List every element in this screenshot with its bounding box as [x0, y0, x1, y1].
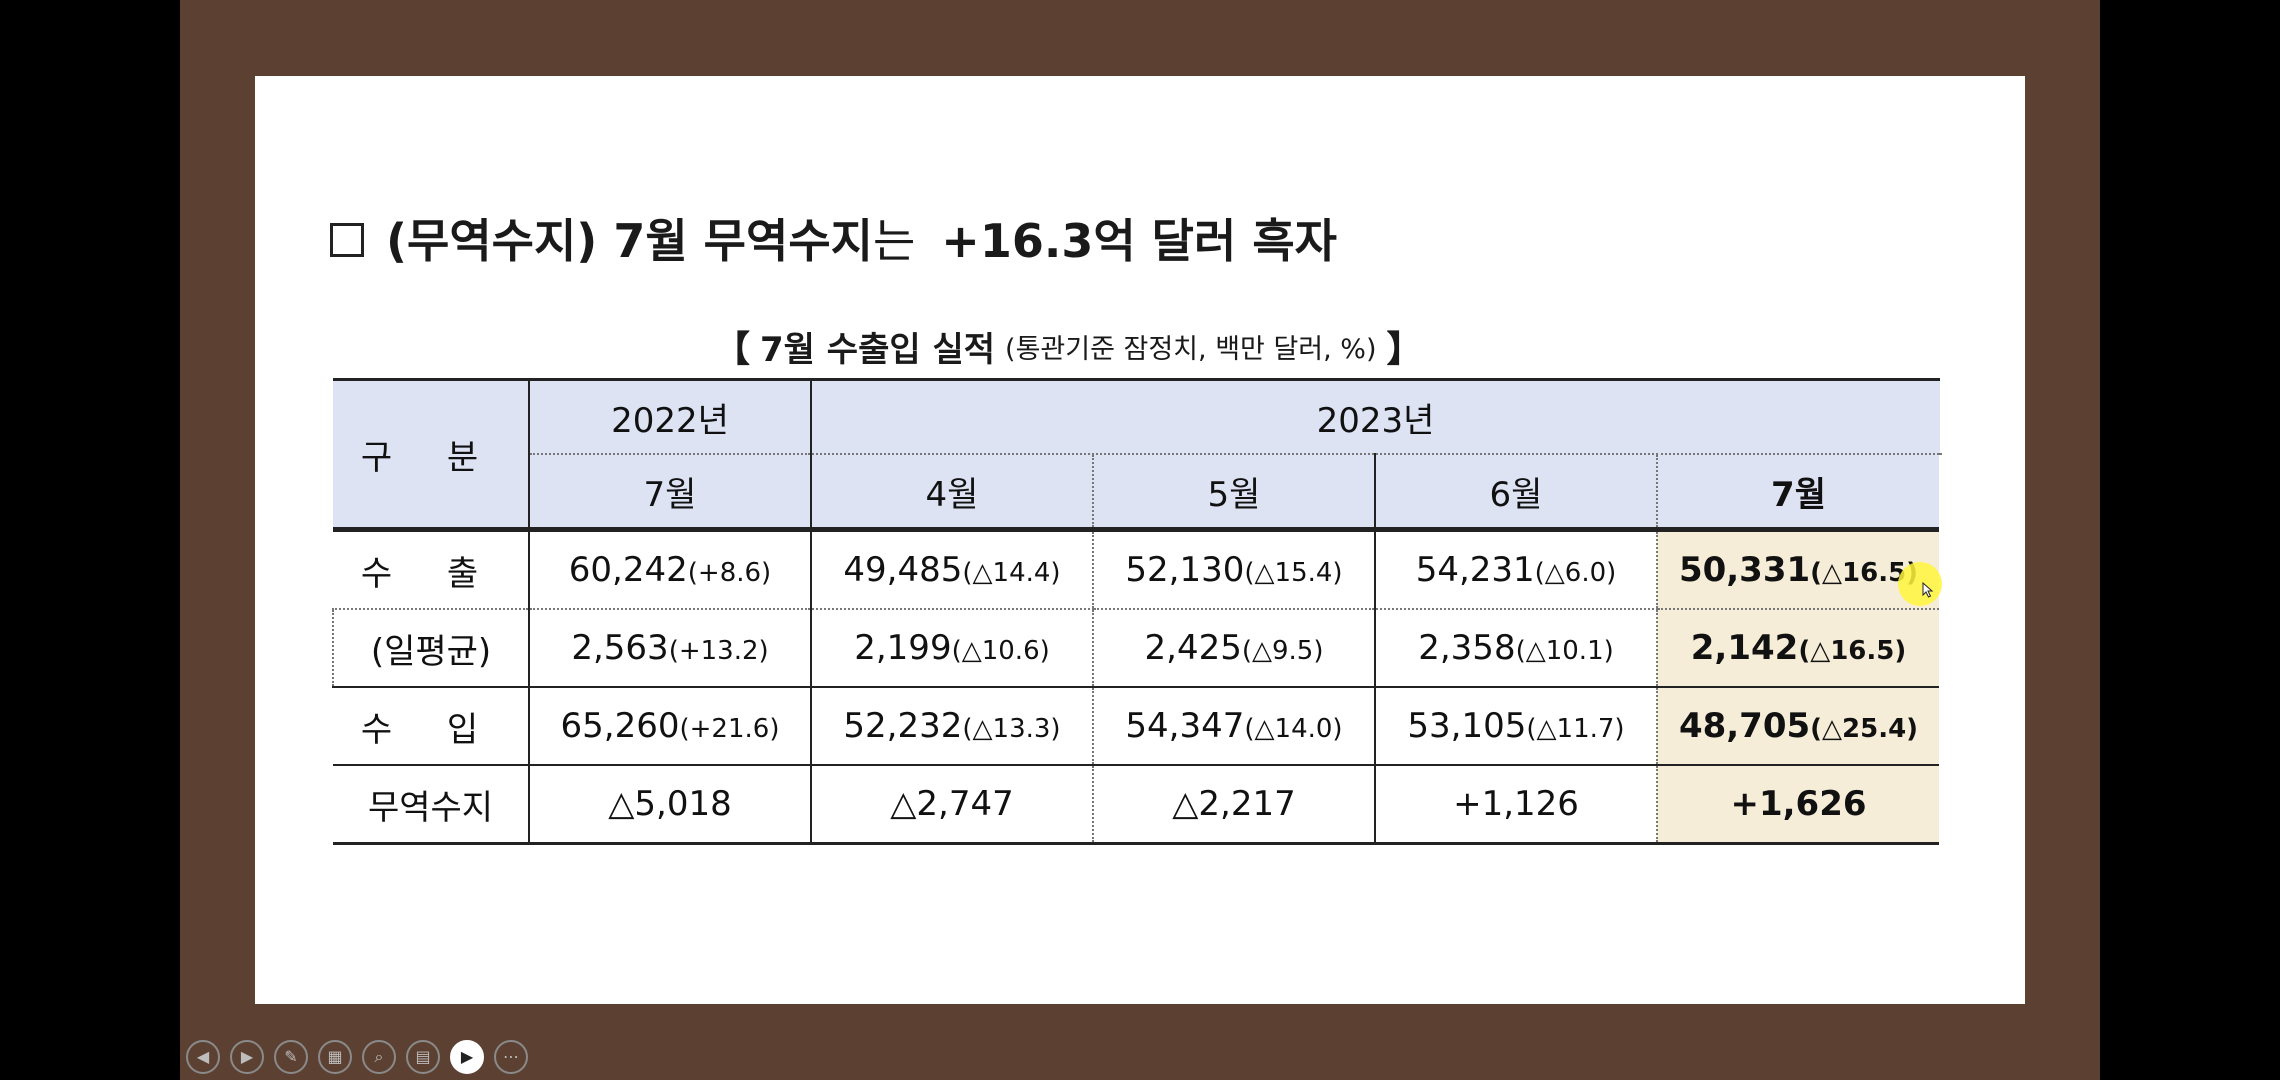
row-label-daily-avg: (일평균) — [332, 609, 529, 688]
year-header-2023-filler — [1939, 378, 1940, 455]
month-header-2023-jul: 7월 — [1656, 454, 1939, 532]
month-header-may: 5월 — [1092, 454, 1375, 532]
slide-headline: (무역수지) 7월 무역수지 는 +16.3억 달러 흑자 — [330, 208, 1337, 268]
table-cell: △5,018 — [528, 765, 811, 845]
pen-icon[interactable]: ✎ — [274, 1040, 308, 1074]
table-cell-highlight: +1,626 — [1656, 765, 1939, 845]
pointer-highlight — [1898, 562, 1942, 606]
table-cell: △2,747 — [810, 765, 1093, 845]
caption-close-bracket: 】 — [1386, 329, 1423, 370]
table-cell: 2,199(△10.6) — [810, 609, 1093, 688]
month-header-apr: 4월 — [810, 454, 1093, 532]
headline-tail: +16.3억 달러 흑자 — [941, 214, 1337, 268]
mouse-pointer-icon — [1922, 582, 1934, 598]
table-cell: 2,358(△10.1) — [1374, 609, 1657, 688]
slides-grid-icon[interactable]: ▦ — [318, 1040, 352, 1074]
table-cell: +1,126 — [1374, 765, 1657, 845]
table-cell: 52,130(△15.4) — [1092, 529, 1375, 610]
table-cell: 60,242(+8.6) — [528, 529, 811, 610]
table-cell: 52,232(△13.3) — [810, 687, 1093, 766]
table-cell: △2,217 — [1092, 765, 1375, 845]
row-label-import: 수 입 — [333, 687, 529, 766]
more-icon[interactable]: ⋯ — [494, 1040, 528, 1074]
table-cell: 49,485(△14.4) — [810, 529, 1093, 610]
table-corner-header: 구 분 — [333, 378, 529, 532]
month-header-2022-jul: 7월 — [528, 454, 811, 532]
month-header-jun: 6월 — [1374, 454, 1657, 532]
headline-particle: 는 — [872, 214, 916, 268]
caption-open-bracket: 【 — [714, 329, 751, 370]
slideshow-toolbar: ◀ ▶ ✎ ▦ ⌕ ▤ ▶ ⋯ — [186, 1040, 528, 1074]
next-icon[interactable]: ▶ — [230, 1040, 264, 1074]
row-label-export: 수 출 — [333, 529, 529, 610]
caption-note: (통관기준 잠정치, 백만 달러, %) — [1005, 333, 1377, 365]
row-label-trade-balance: 무역수지 — [333, 765, 529, 845]
table-cell: 54,347(△14.0) — [1092, 687, 1375, 766]
table-cell: 53,105(△11.7) — [1374, 687, 1657, 766]
caption-title: 7월 수출입 실적 — [760, 329, 996, 370]
table-cell-highlight: 48,705(△25.4) — [1656, 687, 1939, 766]
corner-label: 구 분 — [360, 437, 501, 478]
table-cell-highlight: 2,142(△16.5) — [1656, 609, 1939, 688]
trade-table: 구 분 2022년 2023년 7월 4월 5월 6월 7월 수 출 60,24… — [332, 378, 1940, 845]
checkbox-bullet-icon — [330, 223, 364, 257]
table-cell: 2,425(△9.5) — [1092, 609, 1375, 688]
year-header-2022: 2022년 — [528, 378, 811, 455]
headline-bold: (무역수지) 7월 무역수지 — [386, 214, 873, 268]
table-cell: 54,231(△6.0) — [1374, 529, 1657, 610]
table-cell: 65,260(+21.6) — [528, 687, 811, 766]
table-cell: 2,563(+13.2) — [528, 609, 811, 688]
table-cell-highlight: 50,331(△16.5) — [1656, 529, 1939, 610]
subtitles-icon[interactable]: ▤ — [406, 1040, 440, 1074]
previous-icon[interactable]: ◀ — [186, 1040, 220, 1074]
table-caption: 【 7월 수출입 실적 (통관기준 잠정치, 백만 달러, %) 】 — [714, 322, 1423, 370]
camera-icon[interactable]: ▶ — [450, 1040, 484, 1074]
zoom-icon[interactable]: ⌕ — [362, 1040, 396, 1074]
year-header-2023: 2023년 — [810, 378, 1939, 455]
